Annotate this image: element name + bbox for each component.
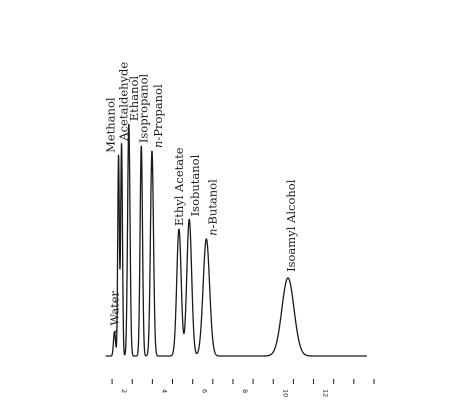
x-tick-label: 2 [120,389,128,393]
time-axis: 2 4 6 8 10 12 [111,379,375,397]
peak-label: Ethyl Acetate [172,147,186,226]
peak-label: Ethanol [127,76,141,122]
peak-label: Isobutanol [188,154,202,216]
peak-label: Isopropanol [136,73,150,143]
peak-label: Methanol [104,97,118,153]
peak-labels: Water Methanol AcetaldehydeEthanolIsopropa… [104,62,298,333]
x-tick-label: 12 [322,389,330,397]
x-tick-label: 8 [241,389,249,393]
trace-layer [105,123,368,357]
peak-label: n-Butanol [205,179,219,236]
peak-label: Isoamyl Alcohol [284,179,298,272]
peak-label: Water [108,290,122,325]
peak-label: n-Propanol [151,84,165,148]
chromatogram-trace [105,123,368,357]
x-tick-label: 6 [201,389,209,393]
x-tick-label: 4 [160,389,168,393]
x-tick-label: 10 [281,389,289,397]
peak-label: Acetaldehyde [117,62,131,142]
peak-leader-line [115,326,118,333]
